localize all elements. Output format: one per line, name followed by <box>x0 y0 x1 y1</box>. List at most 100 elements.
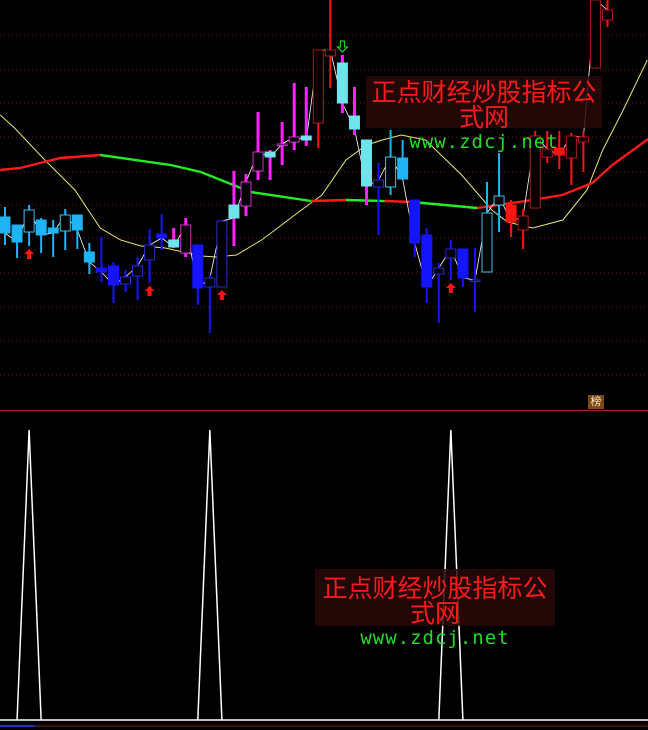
candle <box>336 55 348 113</box>
candle-body <box>0 216 11 234</box>
candle <box>120 270 131 292</box>
candle <box>107 262 119 303</box>
candle <box>144 229 156 283</box>
candle <box>541 131 553 163</box>
candle-body <box>602 9 613 21</box>
watermark-cn: 正点财经炒股指标公式网 <box>371 78 597 132</box>
candle <box>204 275 216 333</box>
candle <box>59 209 71 250</box>
candle <box>409 199 421 257</box>
candle-body <box>168 239 180 248</box>
ma-thick-up-segment <box>384 199 413 204</box>
candle-body <box>35 219 47 236</box>
candle <box>481 182 493 273</box>
candle <box>168 228 180 248</box>
candle-body <box>240 181 252 207</box>
candle <box>47 220 59 257</box>
candle <box>361 139 372 205</box>
candle <box>312 49 324 148</box>
candle-body <box>505 204 517 223</box>
candle <box>23 205 35 246</box>
candle <box>228 171 240 246</box>
moving-averages <box>0 0 648 289</box>
candle <box>493 153 505 232</box>
candle-body <box>156 233 168 239</box>
candle-body <box>228 204 240 219</box>
candle-body <box>577 136 589 143</box>
candle-body <box>180 224 192 254</box>
grid-lines <box>0 34 648 412</box>
candle <box>71 214 83 249</box>
candle <box>324 0 336 88</box>
signal-arrows <box>24 40 456 300</box>
candle-body <box>264 151 276 158</box>
candle-body <box>433 267 445 275</box>
candle-body <box>71 214 83 231</box>
candle <box>156 214 168 250</box>
candle <box>35 218 47 253</box>
candle-body <box>373 179 385 188</box>
watermark-url: www.zdcj.net <box>409 131 559 153</box>
candle <box>192 244 204 305</box>
buy-arrow-icon <box>144 286 155 296</box>
rank-badge[interactable]: 榜 <box>588 395 604 409</box>
candle <box>553 131 565 169</box>
candle <box>433 263 445 323</box>
candle <box>565 133 577 185</box>
candle-body <box>312 49 324 124</box>
candle-body <box>397 157 409 180</box>
candle <box>589 0 601 69</box>
candle-body <box>59 214 71 232</box>
candle-body <box>361 139 372 187</box>
ma-thick-up-segment <box>311 198 347 203</box>
candle-body <box>288 136 300 143</box>
candle-body <box>348 115 360 130</box>
candle-body <box>144 244 156 261</box>
candle <box>240 174 252 216</box>
candle-body <box>553 147 565 156</box>
candle-body <box>252 151 264 172</box>
candle-body <box>120 276 131 285</box>
candle <box>385 130 397 195</box>
candle-body <box>517 215 529 231</box>
candle-body <box>107 265 119 286</box>
buy-arrow-icon <box>216 290 227 300</box>
candle-body <box>529 135 541 209</box>
candle <box>83 243 95 274</box>
watermark-url: www.zdcj.net <box>360 627 510 649</box>
buy-arrow-icon <box>445 283 456 293</box>
candle <box>276 122 288 165</box>
candle <box>397 140 409 180</box>
candle-body <box>469 279 481 282</box>
candle <box>505 200 517 237</box>
candle-body <box>324 49 336 57</box>
candle <box>132 257 144 300</box>
candle-body <box>445 248 457 259</box>
candle-body <box>83 251 95 263</box>
watermark-bottom: 正点财经炒股指标公式网 www.zdcj.net <box>315 569 555 648</box>
candle-body <box>192 244 204 289</box>
candle-body <box>204 277 216 288</box>
candle-body <box>481 212 493 273</box>
candle-body <box>336 62 348 104</box>
ma-thick-up-segment <box>0 153 101 172</box>
candle <box>457 248 469 287</box>
watermark-cn: 正点财经炒股指标公式网 <box>322 574 548 628</box>
candle <box>602 0 613 27</box>
candle-body <box>23 209 35 233</box>
candle-body <box>385 156 397 188</box>
sell-arrow-icon <box>336 40 349 53</box>
candle-body <box>421 234 433 288</box>
candle-body <box>541 148 553 158</box>
candle-body <box>95 267 107 273</box>
candle-body <box>457 248 469 279</box>
candle-body <box>276 143 288 146</box>
signal-peak <box>197 429 223 721</box>
signal-peak <box>16 429 42 721</box>
candlesticks <box>0 0 613 333</box>
candle <box>0 207 11 245</box>
candle <box>577 131 589 172</box>
candle <box>264 150 276 180</box>
buy-arrow-icon <box>24 249 35 259</box>
candle <box>373 163 385 235</box>
